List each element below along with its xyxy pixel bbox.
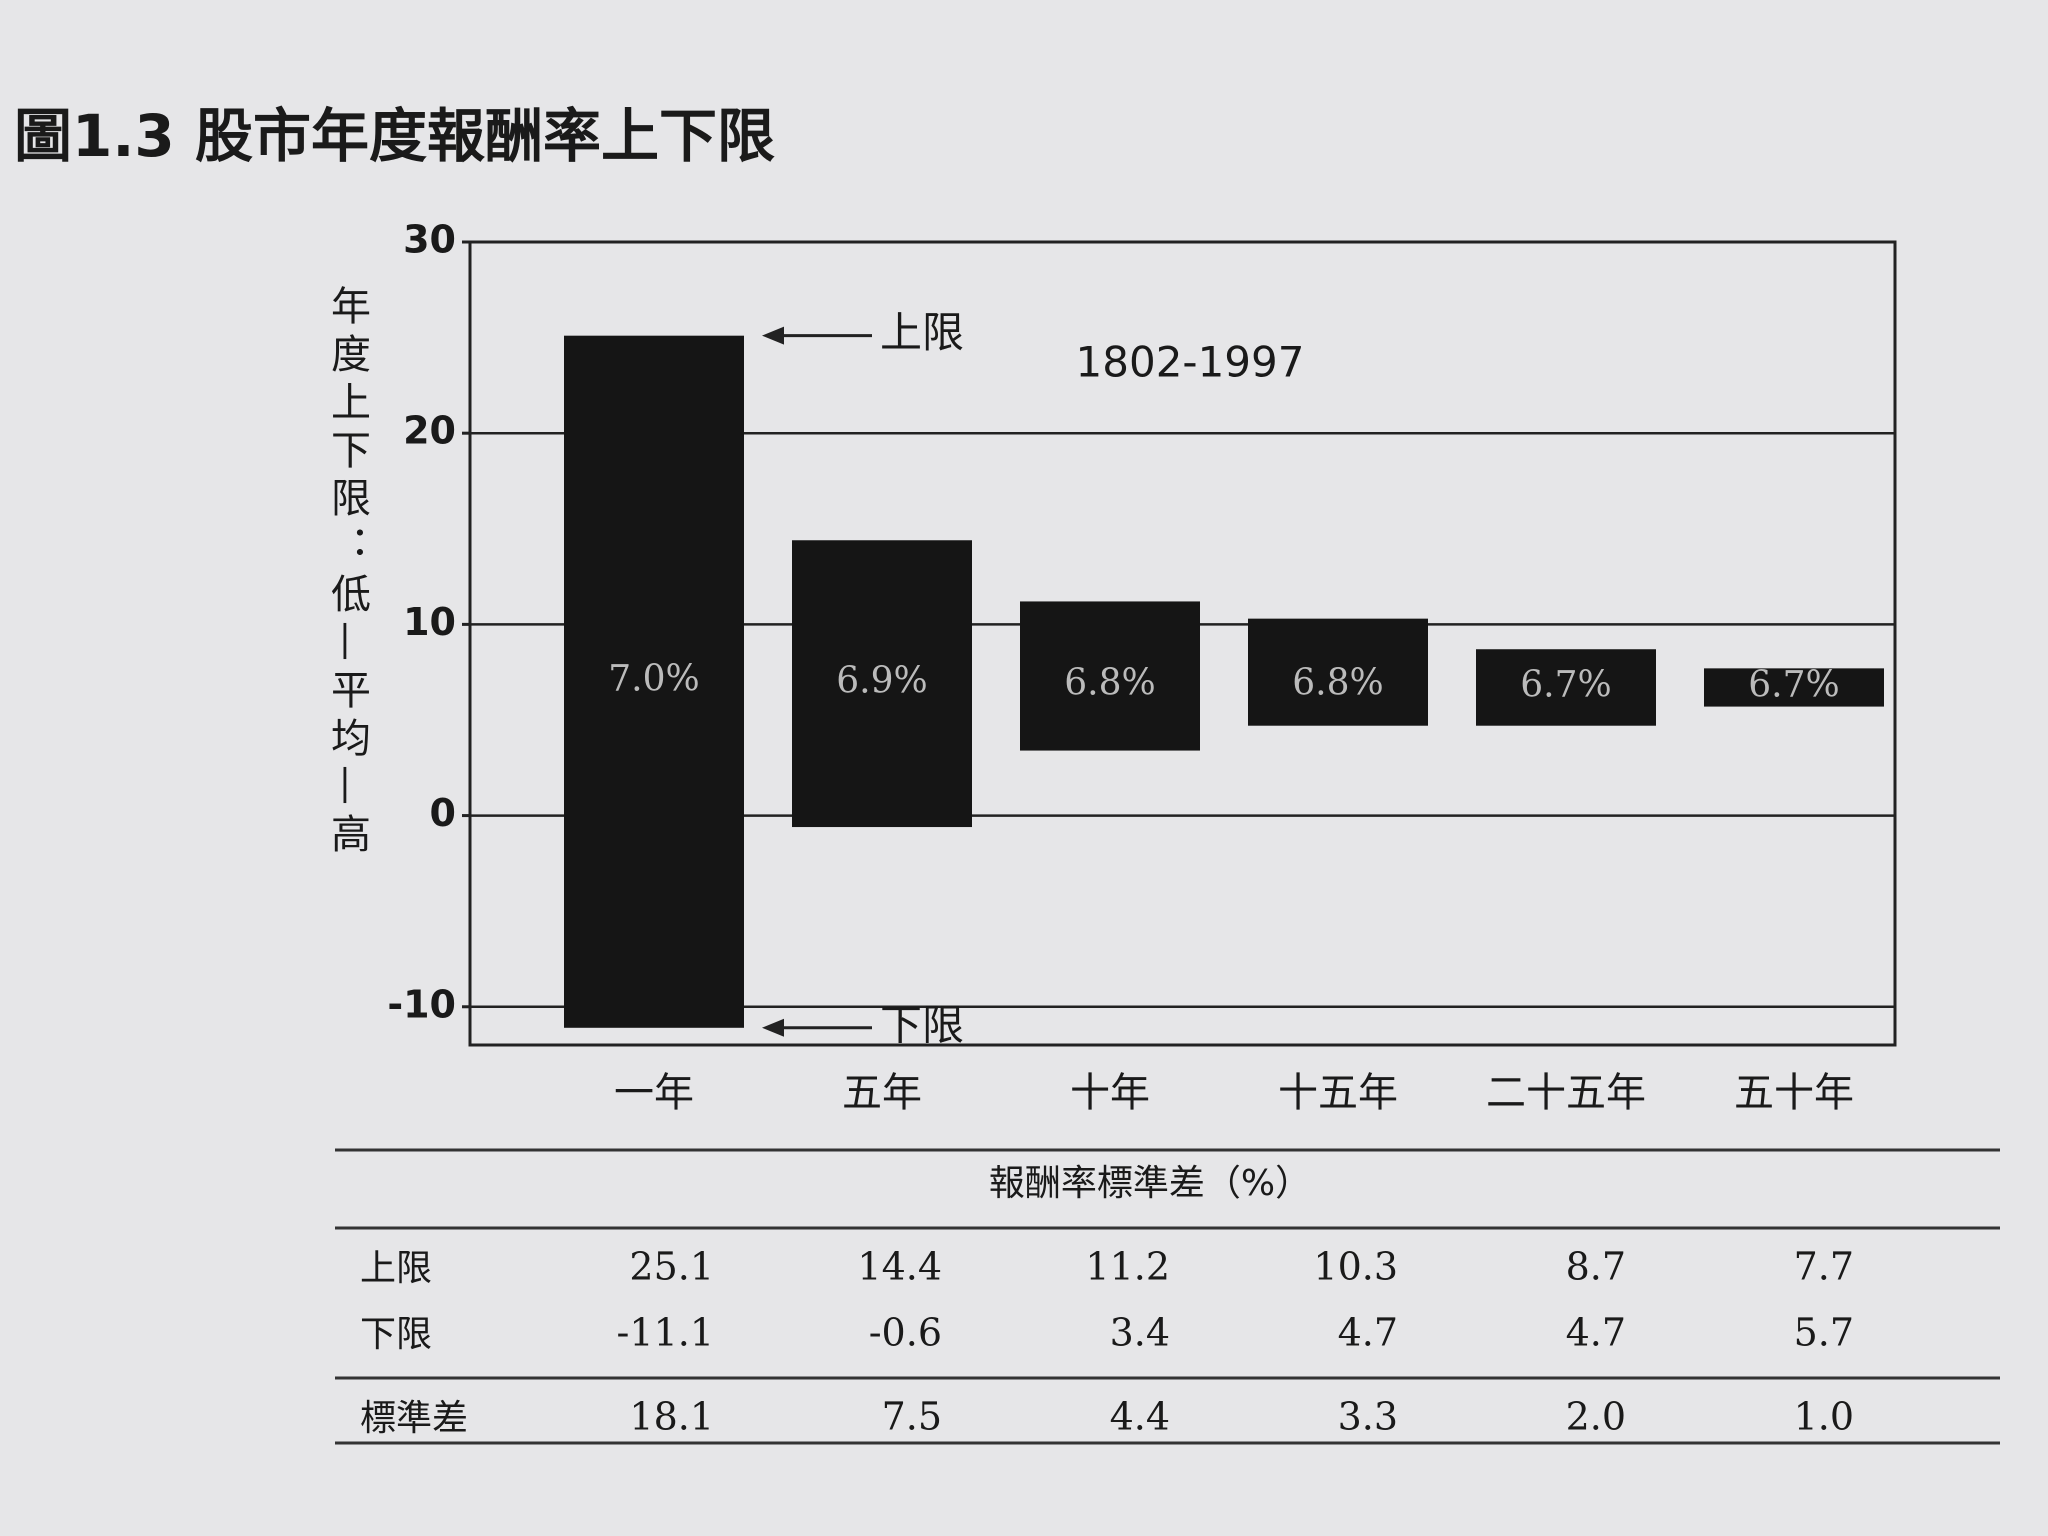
table-cell: 25.1 xyxy=(629,1245,714,1289)
bar xyxy=(1704,668,1884,707)
x-tick-label: 一年 xyxy=(614,1070,694,1116)
y-tick-label: 20 xyxy=(403,409,456,453)
table-cell: 4.4 xyxy=(1110,1395,1170,1439)
x-tick-label: 五十年 xyxy=(1734,1070,1854,1116)
table-cell: 5.7 xyxy=(1794,1311,1854,1355)
table-cell: 11.2 xyxy=(1085,1245,1170,1289)
x-tick-label: 十五年 xyxy=(1278,1070,1398,1116)
table-cell: -0.6 xyxy=(869,1311,942,1355)
mean-label: 7.0% xyxy=(608,659,699,700)
table-cell: 4.7 xyxy=(1566,1311,1626,1355)
bar xyxy=(1476,649,1656,726)
table-cell: 10.3 xyxy=(1313,1245,1398,1289)
table-cell: 2.0 xyxy=(1566,1395,1626,1439)
table-cell: 3.3 xyxy=(1338,1395,1398,1439)
table-cell: 14.4 xyxy=(857,1245,942,1289)
bar xyxy=(564,335,744,1028)
table-cell: 7.7 xyxy=(1794,1245,1854,1289)
y-tick-label: 0 xyxy=(430,791,456,835)
bar xyxy=(792,540,972,828)
table-cell: 7.5 xyxy=(882,1395,942,1439)
period-label: 1802-1997 xyxy=(1076,338,1305,387)
arrow-head xyxy=(762,326,784,345)
table-cell: 1.0 xyxy=(1794,1395,1854,1439)
x-tick-label: 二十五年 xyxy=(1486,1070,1646,1116)
table-cell: 8.7 xyxy=(1566,1245,1626,1289)
y-tick-label: 10 xyxy=(403,600,456,644)
table-cell: 3.4 xyxy=(1110,1311,1170,1355)
mean-label: 6.9% xyxy=(836,661,927,702)
row-label: 上限 xyxy=(360,1248,432,1289)
table-title: 報酬率標準差（%） xyxy=(989,1163,1311,1204)
annotation: 下限 xyxy=(880,1000,964,1049)
y-tick-label: -10 xyxy=(387,982,456,1026)
row-label: 標準差 xyxy=(360,1398,468,1439)
y-tick-label: 30 xyxy=(403,218,456,262)
mean-label: 6.7% xyxy=(1748,664,1839,705)
mean-label: 6.7% xyxy=(1520,664,1611,705)
mean-label: 6.8% xyxy=(1292,663,1383,704)
table-cell: 4.7 xyxy=(1338,1311,1398,1355)
row-label: 下限 xyxy=(360,1314,432,1355)
x-tick-label: 五年 xyxy=(842,1070,922,1116)
x-tick-label: 十年 xyxy=(1070,1070,1150,1116)
bar xyxy=(1248,618,1428,726)
bar xyxy=(1020,601,1200,751)
chart-title: 圖1.3 股市年度報酬率上下限 xyxy=(14,102,775,170)
mean-label: 6.8% xyxy=(1064,663,1155,704)
annotation: 上限 xyxy=(880,308,964,357)
arrow-head xyxy=(762,1018,784,1037)
table-cell: -11.1 xyxy=(617,1311,714,1355)
table-cell: 18.1 xyxy=(629,1395,714,1439)
y-axis-label: 年度上下限：低—平均—高 xyxy=(324,285,371,861)
